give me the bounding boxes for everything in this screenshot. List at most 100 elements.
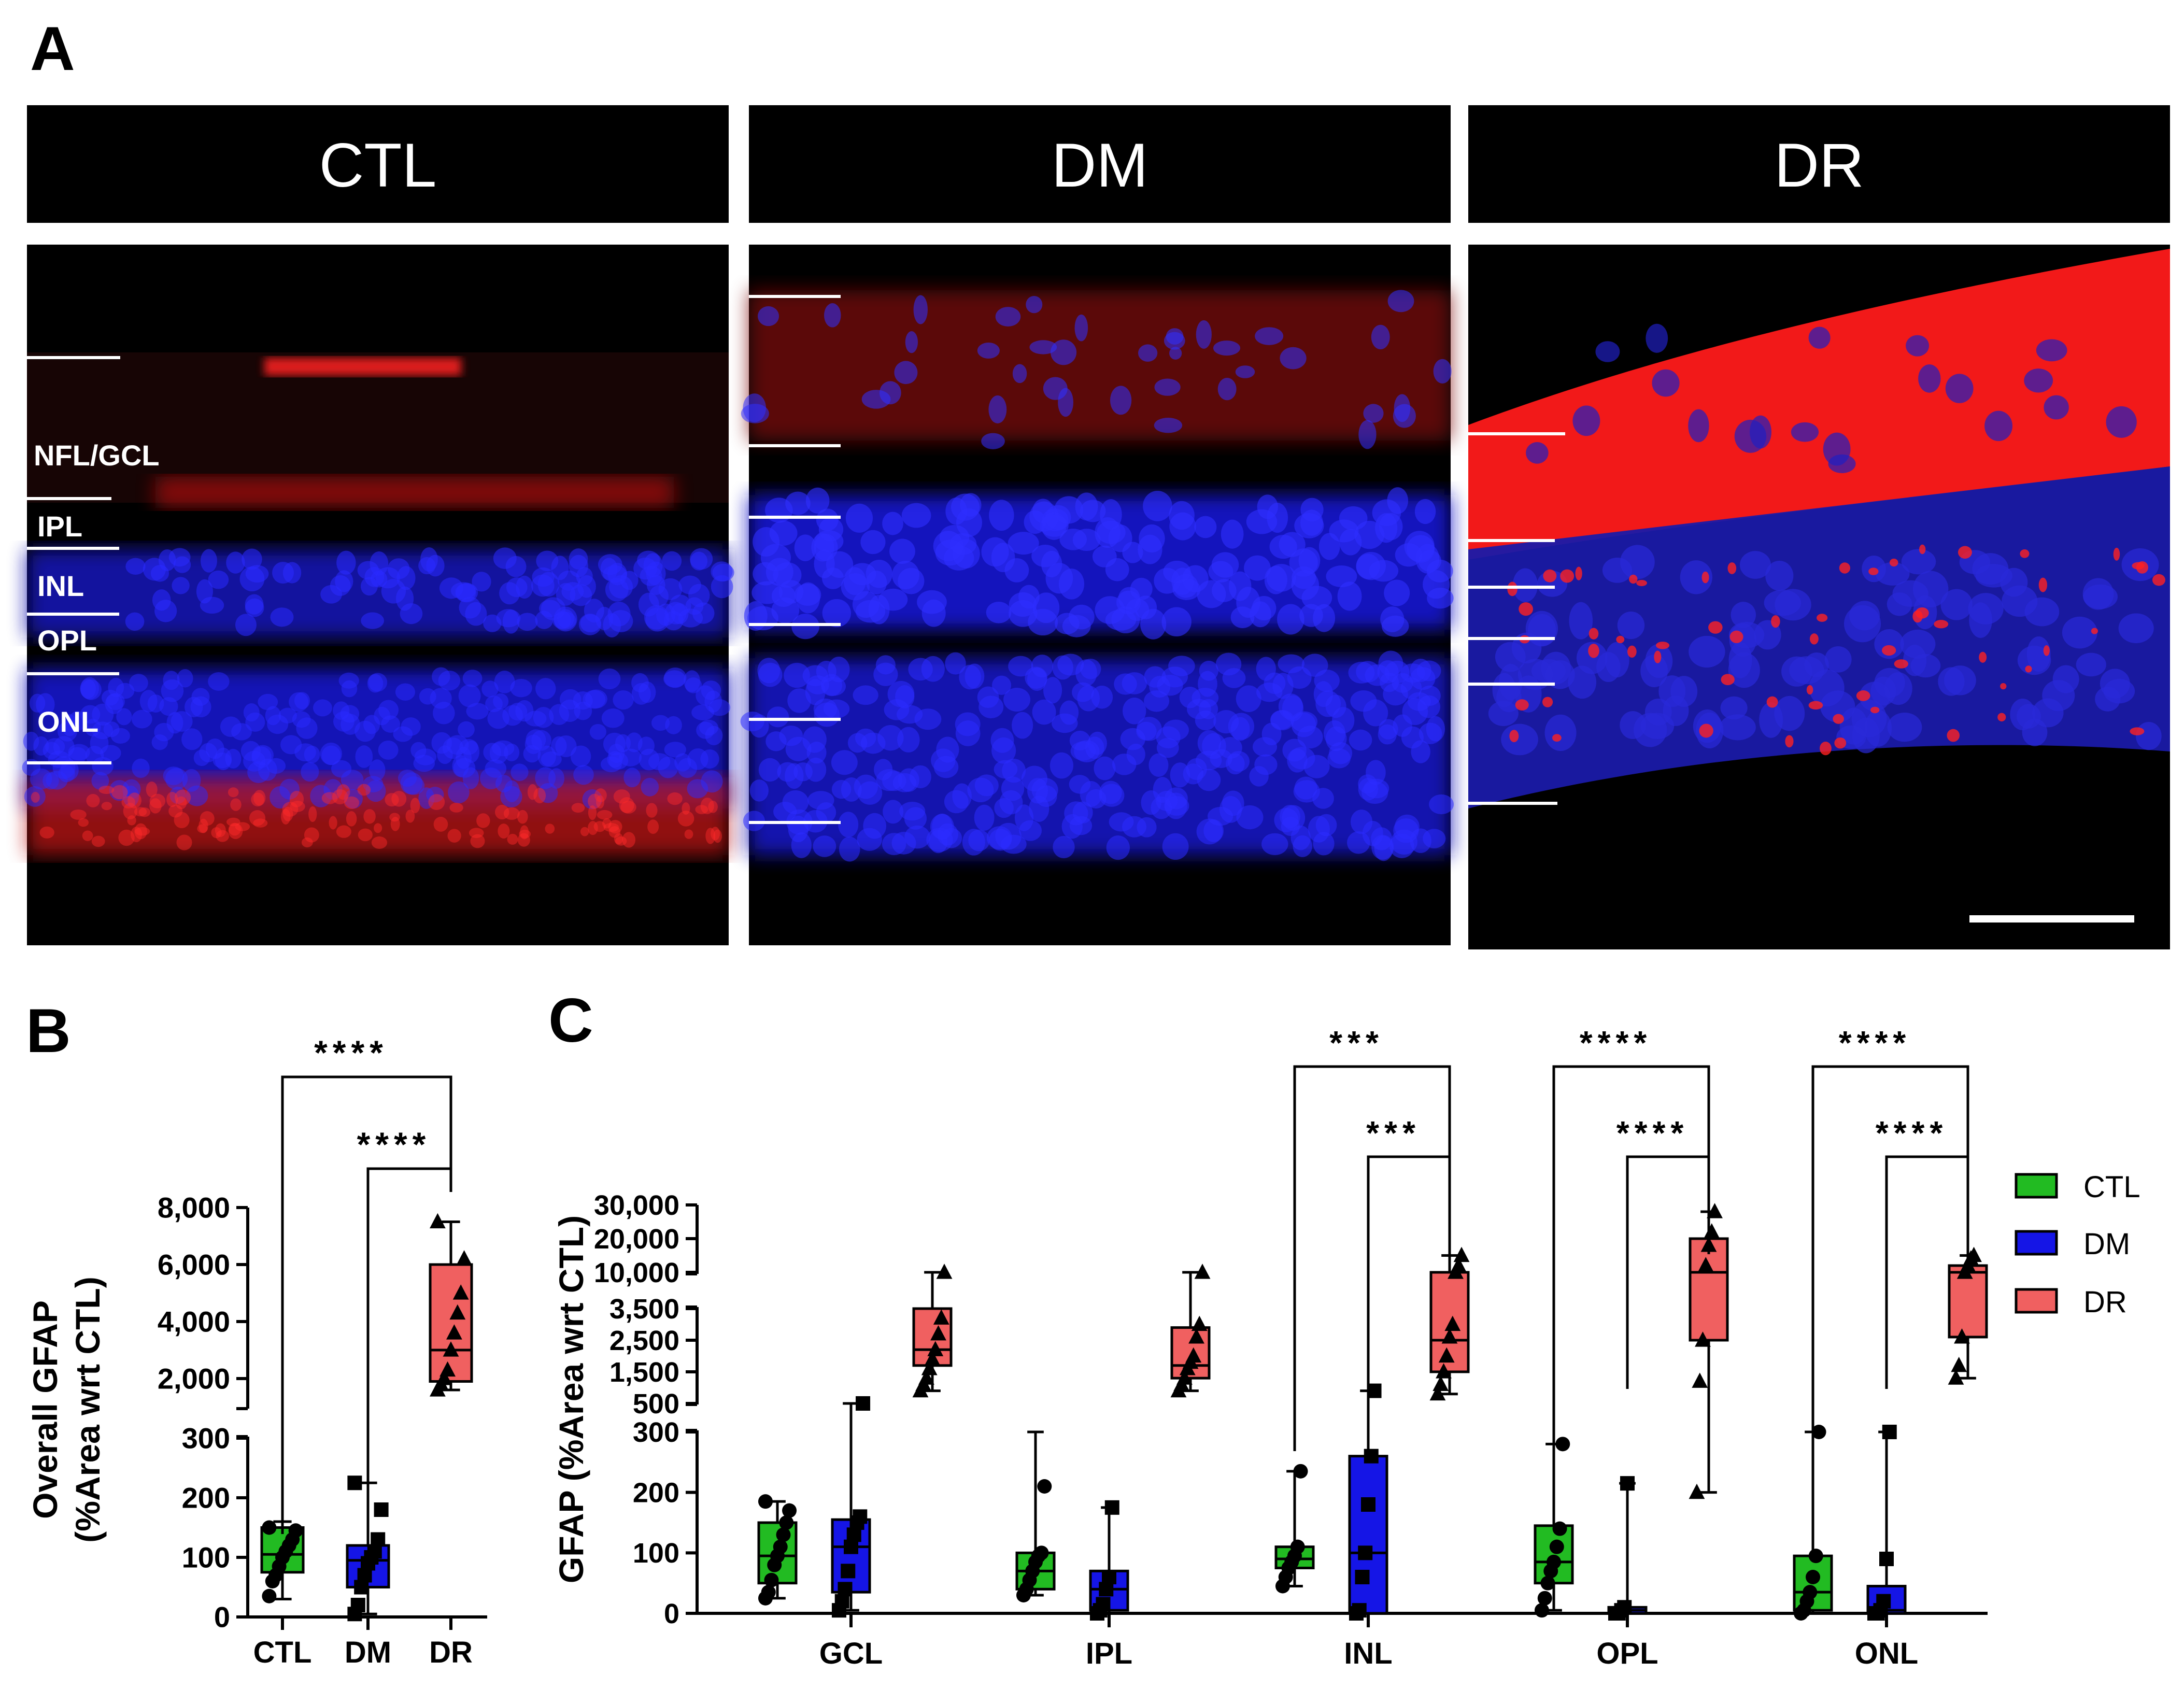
data-point (1537, 1591, 1552, 1606)
nucleus (1196, 320, 1212, 349)
nucleus (831, 750, 858, 775)
nucleus (139, 690, 158, 713)
data-point (927, 1341, 944, 1356)
nucleus (1308, 816, 1330, 843)
dr-layer-lines (1468, 432, 1565, 805)
nucleus (868, 594, 890, 624)
data-point (347, 1475, 362, 1491)
data-point (1806, 1570, 1820, 1584)
nucleus (605, 578, 629, 602)
nucleus (1027, 668, 1047, 691)
nucleus (1143, 491, 1172, 521)
nucleus (290, 801, 305, 812)
y-tick-label: 200 (182, 1482, 230, 1514)
nucleus (1771, 615, 1780, 628)
nucleus (215, 823, 226, 838)
nucleus (682, 802, 690, 815)
nucleus (1293, 780, 1320, 803)
nucleus (1123, 698, 1146, 725)
header-bar-dr (1468, 105, 2170, 223)
nucleus (794, 584, 821, 606)
nucleus (1092, 545, 1117, 567)
nucleus (899, 801, 926, 821)
nucleus (823, 699, 850, 718)
nucleus (901, 503, 931, 528)
nucleus (1080, 781, 1102, 807)
nucleus (2025, 665, 2032, 673)
nucleus (2136, 721, 2162, 750)
x-tick-label: GCL (819, 1637, 883, 1670)
nucleus (1362, 781, 1388, 804)
nucleus (677, 811, 694, 827)
box-dm (1348, 1383, 1388, 1621)
nucleus (1072, 801, 1093, 824)
box-dr (1948, 1246, 1988, 1385)
nucleus (1496, 683, 1522, 713)
nucleus (1433, 359, 1452, 384)
nucleus (740, 711, 764, 732)
nucleus (1509, 730, 1519, 743)
data-point (1450, 1257, 1467, 1272)
nucleus (1134, 595, 1157, 620)
nucleus (588, 821, 598, 835)
micrograph-dm (740, 245, 1454, 945)
nucleus (1938, 667, 1965, 696)
nucleus (226, 551, 245, 574)
nucleus (539, 600, 561, 617)
nucleus (951, 493, 980, 521)
nucleus (31, 791, 40, 803)
nucleus (458, 721, 475, 738)
nucleus (1627, 645, 1637, 658)
nucleus (1277, 604, 1304, 635)
y-tick-label: 2,500 (609, 1325, 679, 1356)
nucleus (68, 744, 90, 761)
box-ctl (1534, 1437, 1574, 1618)
data-point (1191, 1315, 1208, 1331)
nucleus (1363, 404, 1384, 423)
data-point (838, 1582, 853, 1597)
nucleus (758, 758, 782, 782)
layer-label-inl: INL (37, 570, 84, 602)
nucleus (70, 809, 87, 820)
y-axis-label: GFAP (%Area wrt CTL) (552, 1215, 590, 1583)
nucleus (1349, 729, 1372, 751)
y-tick-label: 20,000 (594, 1224, 679, 1255)
box-body (429, 1263, 473, 1383)
nucleus (1045, 505, 1071, 530)
nucleus (684, 670, 701, 692)
significance-label: **** (357, 1125, 431, 1163)
nucleus (526, 729, 546, 750)
significance-bracket (1885, 1155, 1969, 1389)
dm-nuclei (740, 290, 1454, 862)
data-point (1438, 1347, 1455, 1363)
nucleus (181, 728, 203, 750)
nucleus (594, 788, 607, 802)
nucleus (125, 612, 145, 631)
nucleus (965, 663, 985, 689)
nucleus (921, 599, 946, 627)
nucleus (1227, 751, 1250, 772)
data-point (1352, 1603, 1367, 1618)
nucleus (378, 740, 399, 760)
nucleus (845, 503, 873, 533)
data-point (430, 1213, 446, 1229)
nucleus (931, 748, 956, 772)
nucleus (822, 599, 851, 628)
x-tick-label: IPL (1086, 1637, 1132, 1670)
nucleus (908, 658, 933, 681)
nucleus (1947, 729, 1960, 742)
nucleus (146, 781, 158, 798)
nucleus (498, 824, 510, 839)
box-ctl (1793, 1425, 1833, 1621)
nucleus (267, 714, 289, 734)
nucleus (1099, 784, 1125, 807)
nucleus (1222, 790, 1244, 816)
nucleus (1874, 629, 1904, 659)
nucleus (955, 720, 981, 746)
data-point (918, 1369, 934, 1385)
nucleus (914, 708, 942, 730)
nucleus (1765, 560, 1794, 591)
nucleus (1329, 742, 1353, 764)
box-ctl (260, 1520, 305, 1603)
nucleus (1658, 675, 1686, 707)
